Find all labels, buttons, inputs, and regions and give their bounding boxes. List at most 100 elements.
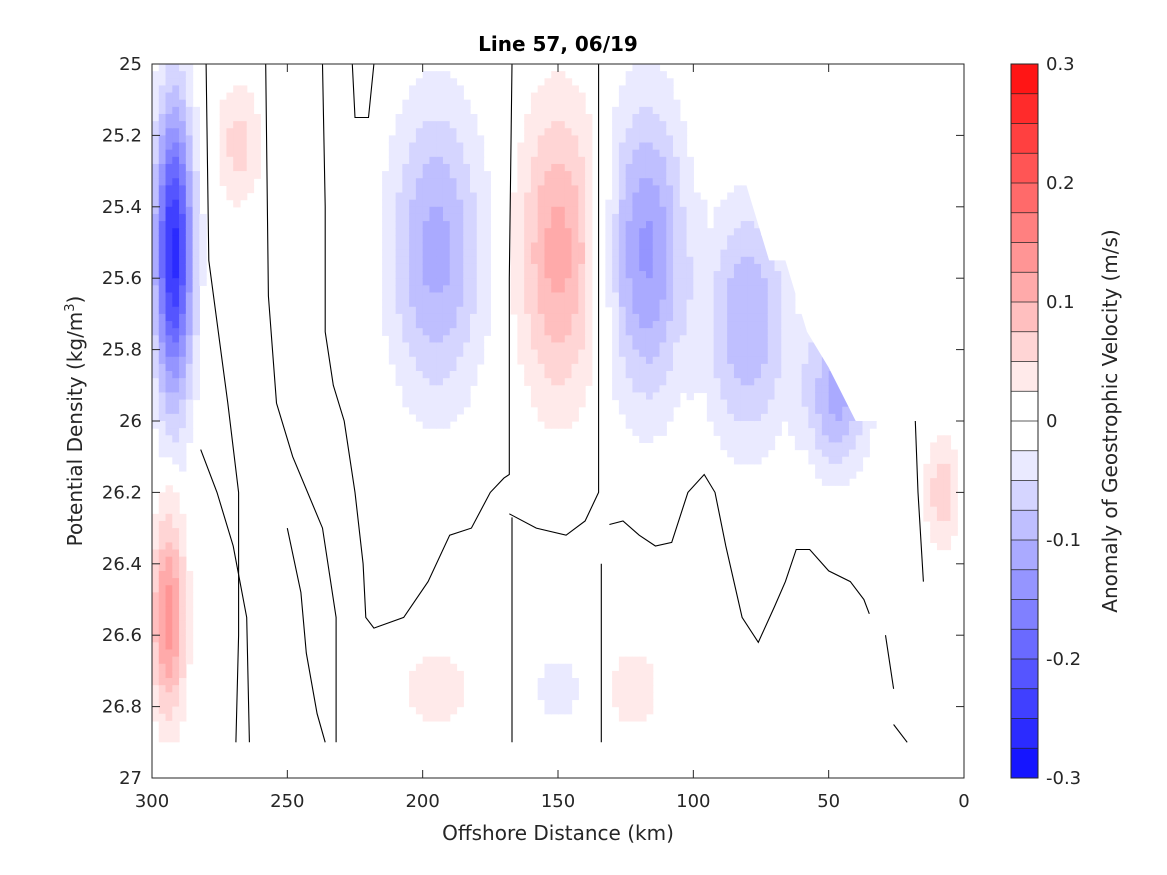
velocity-cell xyxy=(185,406,194,415)
velocity-cell xyxy=(835,449,843,458)
velocity-cell xyxy=(456,285,464,294)
velocity-cell xyxy=(456,678,464,686)
velocity-cell xyxy=(612,156,620,165)
velocity-cell xyxy=(388,356,397,365)
velocity-cell xyxy=(179,635,187,643)
velocity-cell xyxy=(442,185,451,194)
velocity-cell xyxy=(470,256,478,265)
velocity-cell xyxy=(754,356,762,365)
velocity-cell xyxy=(192,371,200,379)
velocity-cell xyxy=(179,628,187,636)
velocity-cell xyxy=(666,156,674,165)
velocity-cell xyxy=(524,292,532,301)
velocity-cell xyxy=(727,306,735,315)
velocity-cell xyxy=(706,249,715,258)
velocity-cell xyxy=(558,178,566,186)
velocity-cell xyxy=(618,199,627,208)
velocity-cell xyxy=(463,128,471,136)
velocity-cell xyxy=(693,342,701,351)
velocity-cell xyxy=(185,249,194,258)
velocity-cell xyxy=(943,520,952,529)
velocity-cell xyxy=(388,206,397,215)
velocity-cell xyxy=(551,92,559,101)
velocity-cell xyxy=(740,385,749,394)
velocity-cell xyxy=(740,299,749,308)
velocity-cell xyxy=(415,178,424,186)
velocity-cell xyxy=(530,292,539,301)
velocity-cell xyxy=(395,142,403,151)
velocity-cell xyxy=(571,342,579,351)
velocity-cell xyxy=(754,221,762,229)
velocity-cell xyxy=(409,85,417,94)
velocity-cell xyxy=(733,356,742,365)
velocity-cell xyxy=(510,235,518,244)
velocity-cell xyxy=(409,242,417,251)
velocity-cell xyxy=(679,299,688,308)
velocity-cell xyxy=(422,135,431,144)
velocity-cell xyxy=(794,371,803,379)
velocity-cell xyxy=(639,385,647,394)
velocity-cell xyxy=(422,256,431,265)
velocity-cell xyxy=(219,99,228,108)
velocity-cell xyxy=(740,413,749,422)
velocity-cell xyxy=(517,192,525,201)
velocity-cell xyxy=(470,378,478,386)
velocity-cell xyxy=(747,349,755,358)
velocity-cell xyxy=(253,149,261,158)
velocity-cell xyxy=(152,578,160,586)
velocity-cell xyxy=(578,292,586,301)
velocity-cell xyxy=(828,456,837,465)
velocity-cell xyxy=(415,121,424,129)
velocity-cell xyxy=(618,349,627,358)
velocity-cell xyxy=(821,378,830,386)
velocity-cell xyxy=(625,128,634,136)
colorbar-segment xyxy=(1011,629,1038,660)
velocity-cell xyxy=(720,421,728,429)
velocity-cell xyxy=(165,321,173,329)
velocity-cell xyxy=(794,428,803,436)
velocity-cell xyxy=(632,171,640,179)
velocity-cell xyxy=(179,513,187,522)
velocity-cell xyxy=(544,106,552,115)
velocity-cell xyxy=(152,413,160,422)
velocity-cell xyxy=(679,228,688,236)
velocity-cell xyxy=(470,192,478,201)
velocity-cell xyxy=(788,392,796,401)
velocity-cell xyxy=(612,278,620,286)
velocity-cell xyxy=(679,278,688,286)
velocity-cell xyxy=(666,292,674,301)
velocity-cell xyxy=(436,235,444,244)
velocity-cell xyxy=(172,378,180,386)
velocity-cell xyxy=(456,149,464,158)
velocity-cell xyxy=(761,413,769,422)
velocity-cell xyxy=(165,64,173,72)
velocity-cell xyxy=(388,213,397,222)
velocity-cell xyxy=(815,413,823,422)
velocity-cell xyxy=(767,292,776,301)
velocity-cell xyxy=(733,235,742,244)
velocity-cell xyxy=(172,685,180,693)
velocity-cell xyxy=(632,78,640,87)
velocity-cell xyxy=(551,192,559,201)
velocity-cell xyxy=(835,442,843,451)
velocity-cell xyxy=(537,156,546,165)
velocity-cell xyxy=(185,578,194,586)
velocity-cell xyxy=(571,235,579,244)
velocity-cell xyxy=(510,278,518,286)
velocity-cell xyxy=(652,256,661,265)
velocity-cell xyxy=(246,185,255,194)
velocity-cell xyxy=(645,263,654,272)
velocity-cell xyxy=(382,306,390,315)
velocity-cell xyxy=(828,435,837,444)
velocity-cell xyxy=(422,306,431,315)
velocity-cell xyxy=(409,399,417,408)
velocity-cell xyxy=(442,692,451,701)
velocity-cell xyxy=(449,249,458,258)
velocity-cell xyxy=(382,221,390,229)
velocity-cell xyxy=(158,442,167,451)
colorbar-segment xyxy=(1011,93,1038,124)
velocity-cell xyxy=(436,263,444,272)
velocity-cell xyxy=(564,399,573,408)
velocity-cell xyxy=(558,706,566,715)
x-tick-label: 300 xyxy=(135,791,169,812)
